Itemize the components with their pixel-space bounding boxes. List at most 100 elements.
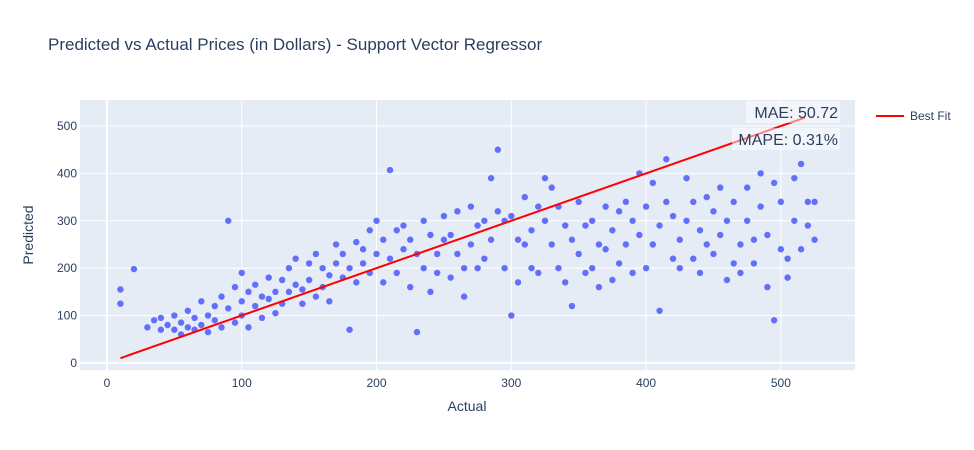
scatter-point xyxy=(292,281,299,288)
scatter-point xyxy=(454,208,461,215)
scatter-point xyxy=(811,236,818,243)
y-tick-label: 0 xyxy=(70,356,77,370)
scatter-point xyxy=(562,279,569,286)
mae-annotation-bg xyxy=(746,101,840,123)
scatter-point xyxy=(649,179,657,187)
scatter-point xyxy=(177,319,185,326)
y-axis-title: Predicted xyxy=(20,205,36,264)
scatter-point xyxy=(373,217,380,224)
scatter-point xyxy=(467,241,475,248)
scatter-point xyxy=(656,222,663,229)
scatter-point xyxy=(582,222,589,229)
scatter-point xyxy=(433,250,441,258)
scatter-point xyxy=(272,309,279,317)
scatter-point xyxy=(582,269,589,277)
scatter-point xyxy=(797,246,805,253)
scatter-point xyxy=(804,198,812,206)
scatter-point xyxy=(420,217,427,224)
scatter-point xyxy=(575,198,582,206)
scatter-point xyxy=(171,326,178,333)
scatter-point xyxy=(494,146,502,153)
y-tick-label: 200 xyxy=(57,261,77,275)
scatter-point xyxy=(184,307,192,314)
scatter-point xyxy=(743,184,751,191)
x-tick-label: 300 xyxy=(501,376,521,390)
scatter-point xyxy=(737,269,744,277)
y-tick-label: 500 xyxy=(57,119,77,133)
scatter-point xyxy=(730,260,737,267)
scatter-point xyxy=(265,274,272,281)
scatter-point xyxy=(629,269,636,277)
scatter-point xyxy=(615,260,623,267)
x-tick-labels: 0 100 200 300 400 500 xyxy=(104,376,792,390)
scatter-point xyxy=(784,255,791,262)
scatter-point xyxy=(400,222,407,229)
scatter-point xyxy=(717,184,724,191)
scatter-point xyxy=(757,203,764,210)
scatter-point xyxy=(649,241,657,248)
scatter-point xyxy=(440,236,448,243)
scatter-point xyxy=(703,193,710,201)
scatter-point xyxy=(474,264,481,272)
scatter-point xyxy=(690,255,697,262)
scatter-point xyxy=(703,241,710,248)
scatter-point xyxy=(535,269,542,277)
scatter-point xyxy=(514,236,522,243)
scatter-point xyxy=(676,236,683,243)
scatter-point xyxy=(198,321,205,329)
scatter-point xyxy=(690,198,697,206)
scatter-point xyxy=(454,250,461,258)
scatter-point xyxy=(602,246,609,253)
scatter-point xyxy=(555,264,562,272)
scatter-point xyxy=(359,260,367,267)
legend-label-best-fit[interactable]: Best Fit xyxy=(910,109,951,123)
scatter-point xyxy=(184,324,192,331)
scatter-point xyxy=(238,298,245,305)
best-fit-line xyxy=(120,116,806,360)
scatter-point xyxy=(521,241,528,248)
scatter-point xyxy=(710,208,717,215)
scatter-point xyxy=(164,321,171,329)
legend[interactable]: Best Fit xyxy=(876,109,951,123)
scatter-point xyxy=(427,288,434,296)
scatter-point xyxy=(588,264,596,272)
scatter-point xyxy=(231,283,239,291)
scatter-point xyxy=(245,288,252,296)
scatter-point xyxy=(346,264,353,272)
scatter-point xyxy=(663,156,670,163)
scatter-point xyxy=(460,264,468,272)
chart-title: Predicted vs Actual Prices (in Dollars) … xyxy=(48,35,542,54)
scatter-point xyxy=(346,326,353,333)
scatter-point xyxy=(353,279,360,286)
scatter-point xyxy=(191,314,198,322)
scatter-point xyxy=(204,328,212,336)
scatter-point xyxy=(487,236,495,243)
scatter-point xyxy=(575,250,582,258)
scatter-point xyxy=(562,222,569,229)
scatter-point xyxy=(332,241,340,248)
scatter-point xyxy=(811,198,818,206)
scatter-point xyxy=(292,255,299,262)
scatter-point xyxy=(723,217,731,224)
scatter-point xyxy=(743,217,751,224)
scatter-point xyxy=(258,293,266,300)
scatter-point xyxy=(777,198,785,206)
scatter-point xyxy=(299,286,306,293)
scatter-point xyxy=(272,288,279,296)
scatter-point xyxy=(285,264,293,272)
scatter-point xyxy=(541,217,549,224)
scatter-point xyxy=(622,241,630,248)
scatter-point xyxy=(636,231,643,239)
scatter-point xyxy=(481,217,488,224)
scatter-point xyxy=(548,184,555,191)
scatter-point xyxy=(508,212,515,220)
x-tick-label: 500 xyxy=(771,376,791,390)
scatter-point xyxy=(312,293,320,300)
scatter-point xyxy=(609,276,616,284)
scatter-point xyxy=(764,231,771,239)
scatter-point xyxy=(373,250,380,258)
scatter-point xyxy=(312,250,320,258)
scatter-point xyxy=(305,276,313,284)
scatter-point xyxy=(548,241,555,248)
scatter-point xyxy=(710,250,717,258)
